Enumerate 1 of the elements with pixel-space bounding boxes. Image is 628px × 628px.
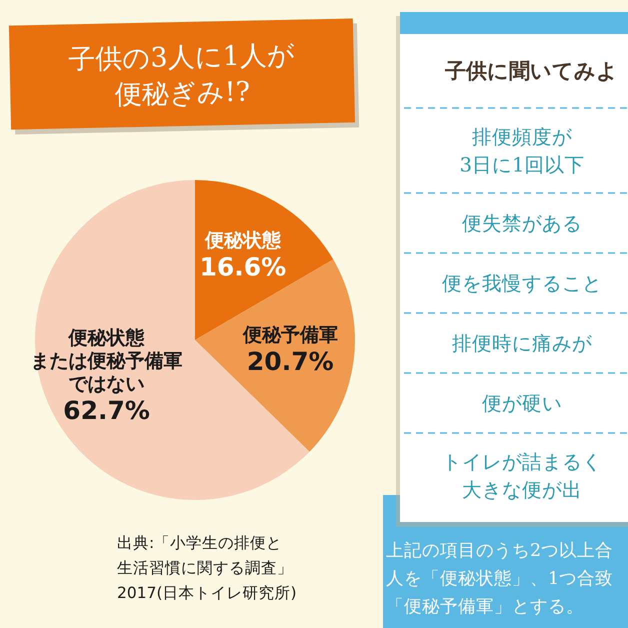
title: 子供の3人に1人が便秘ぎみ!? xyxy=(68,40,296,110)
